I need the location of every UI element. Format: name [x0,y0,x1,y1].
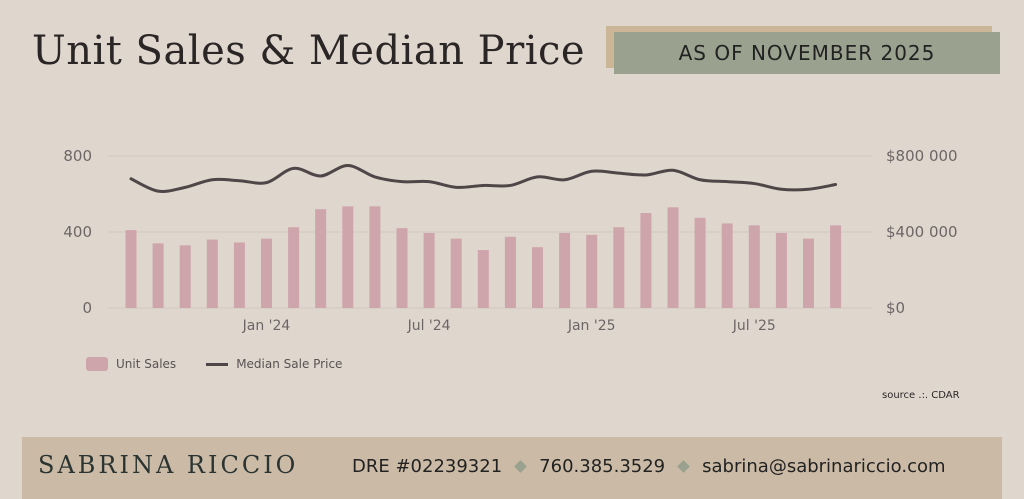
legend-label-median-price: Median Sale Price [236,357,343,371]
bar-unit-sales [721,223,733,308]
chart-area: 0 $0 400 $400 000 800 $800 000 Jan '24 Jul '24 J… [63,147,957,334]
bar-unit-sales [748,225,760,308]
diamond-separator-icon [677,460,691,473]
legend-swatch-median-price [206,362,229,366]
bar-unit-sales [396,228,408,308]
bar-unit-sales [694,217,706,308]
legend-swatch-unit-sales [86,357,108,371]
chart-title: Unit Sales & Median Price [32,28,586,74]
axis-layer: 0 $0 400 $400 000 800 $800 000 Jan '24 Jul '24 J… [63,147,957,334]
bar-unit-sales [586,234,598,308]
legend-label-unit-sales: Unit Sales [116,357,177,371]
bar-unit-sales [532,247,543,308]
bar-unit-sales [288,227,300,308]
phone-number[interactable]: 760.385.3529 [539,456,666,477]
y-left-tick-label: 800 [63,147,92,165]
bar-unit-sales [667,207,679,308]
bar-unit-sales [369,206,381,308]
bar-unit-sales [504,236,516,308]
bar-unit-sales [261,238,272,308]
agent-name: SABRINA RICCIO [38,451,299,479]
legend: Unit Sales Median Sale Price [86,357,342,371]
bar-unit-sales [640,213,652,308]
bar-unit-sales [423,232,435,308]
date-badge: AS OF NOVEMBER 2025 [614,32,1000,74]
bar-unit-sales [775,232,787,308]
bars-layer [125,206,842,308]
bar-unit-sales [206,239,218,308]
email-address[interactable]: sabrina@sabrinariccio.com [702,456,946,477]
bar-unit-sales [125,230,137,308]
bar-unit-sales [830,225,842,308]
bar-unit-sales [803,238,814,308]
x-tick-label: Jan '25 [567,318,616,334]
source-note: source .:. CDAR [882,390,960,401]
x-tick-label: Jul '24 [407,318,451,334]
diamond-separator-icon [514,460,528,473]
line-layer [129,163,838,193]
bar-unit-sales [152,243,164,308]
bar-unit-sales [613,227,625,308]
x-tick-label: Jan '24 [242,318,291,334]
footer-bar: SABRINA RICCIO DRE #02239321 760.385.352… [22,437,1002,499]
contact-info: DRE #02239321 760.385.3529 sabrina@sabri… [352,456,946,477]
bar-unit-sales [315,209,327,308]
y-right-tick-label: $800 000 [886,147,958,165]
x-tick-label: Jul '25 [732,318,776,334]
bar-unit-sales [477,250,489,308]
y-left-tick-label: 400 [63,223,92,241]
bar-unit-sales [179,245,191,308]
y-right-tick-label: $400 000 [886,223,958,241]
y-right-tick-label: $0 [886,299,905,317]
dre-number: DRE #02239321 [352,456,503,477]
y-left-tick-label: 0 [82,299,92,317]
line-median-sale-price [129,163,838,193]
bar-unit-sales [450,238,462,308]
bar-unit-sales [559,232,571,308]
bar-unit-sales [233,242,245,308]
bar-unit-sales [342,206,354,308]
